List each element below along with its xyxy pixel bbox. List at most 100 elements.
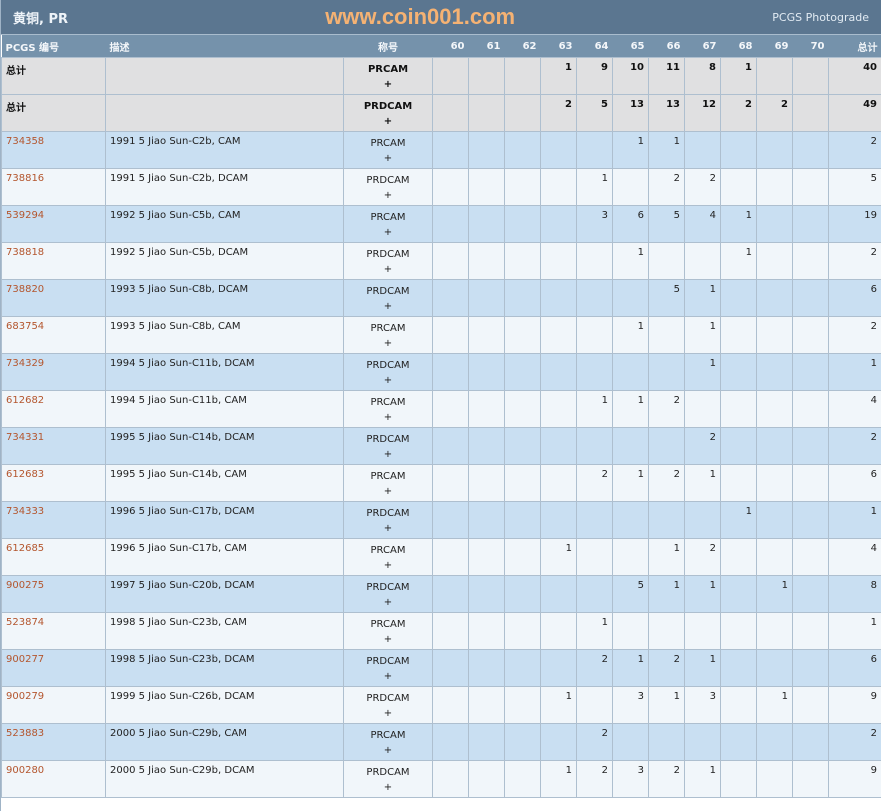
col-designation[interactable]: 称号 <box>343 35 433 58</box>
pcgs-number-link[interactable]: 734358 <box>6 136 45 147</box>
pcgs-number-link[interactable]: 523883 <box>6 728 45 739</box>
grade-count-66[interactable]: 2 <box>648 649 685 687</box>
grade-count-65[interactable]: 10 <box>612 57 649 95</box>
pcgs-number-cell[interactable]: 734333 <box>1 501 106 539</box>
grade-count-63[interactable]: 1 <box>540 57 577 95</box>
pcgs-number-cell[interactable]: 612682 <box>1 390 106 428</box>
col-grade-66[interactable]: 66 <box>648 35 685 58</box>
pcgs-number-cell[interactable]: 734329 <box>1 353 106 391</box>
grade-count-65[interactable]: 1 <box>612 390 649 428</box>
pcgs-number-link[interactable]: 523874 <box>6 617 45 628</box>
grade-count-67[interactable]: 8 <box>684 57 721 95</box>
grade-count-63[interactable]: 2 <box>540 94 577 132</box>
grade-count-67[interactable]: 4 <box>684 205 721 243</box>
col-grade-67[interactable]: 67 <box>684 35 721 58</box>
grade-count-67[interactable]: 1 <box>684 316 721 354</box>
pcgs-number-link[interactable]: 612683 <box>6 469 45 480</box>
grade-count-69[interactable]: 1 <box>756 686 793 724</box>
grade-count-65[interactable]: 1 <box>612 649 649 687</box>
pcgs-number-cell[interactable]: 539294 <box>1 205 106 243</box>
grade-count-68[interactable]: 2 <box>720 94 757 132</box>
grade-count-65[interactable]: 1 <box>612 242 649 280</box>
pcgs-number-link[interactable]: 612682 <box>6 395 45 406</box>
grade-count-67[interactable]: 1 <box>684 649 721 687</box>
pcgs-number-link[interactable]: 900280 <box>6 765 45 776</box>
grade-count-68[interactable]: 1 <box>720 501 757 539</box>
grade-count-66[interactable]: 2 <box>648 390 685 428</box>
pcgs-number-link[interactable]: 734331 <box>6 432 45 443</box>
grade-count-64[interactable]: 1 <box>576 612 613 650</box>
col-grade-64[interactable]: 64 <box>576 35 613 58</box>
pcgs-number-link[interactable]: 738820 <box>6 284 45 295</box>
grade-count-64[interactable]: 3 <box>576 205 613 243</box>
pcgs-number-link[interactable]: 900275 <box>6 580 45 591</box>
pcgs-number-link[interactable]: 734329 <box>6 358 45 369</box>
grade-count-65[interactable]: 5 <box>612 575 649 613</box>
pcgs-number-link[interactable]: 900279 <box>6 691 45 702</box>
grade-count-64[interactable]: 1 <box>576 168 613 206</box>
pcgs-number-link[interactable]: 738816 <box>6 173 45 184</box>
grade-count-63[interactable]: 1 <box>540 538 577 576</box>
grade-count-63[interactable]: 1 <box>540 686 577 724</box>
pcgs-number-cell[interactable]: 900279 <box>1 686 106 724</box>
col-grade-65[interactable]: 65 <box>612 35 649 58</box>
pcgs-number-cell[interactable]: 612685 <box>1 538 106 576</box>
pcgs-number-link[interactable]: 612685 <box>6 543 45 554</box>
pcgs-number-cell[interactable]: 738820 <box>1 279 106 317</box>
grade-count-67[interactable]: 1 <box>684 760 721 798</box>
grade-count-64[interactable]: 2 <box>576 649 613 687</box>
pcgs-number-cell[interactable]: 523874 <box>1 612 106 650</box>
pcgs-number-cell[interactable]: 683754 <box>1 316 106 354</box>
grade-count-67[interactable]: 2 <box>684 538 721 576</box>
grade-count-65[interactable]: 1 <box>612 131 649 169</box>
col-grade-70[interactable]: 70 <box>792 35 829 58</box>
col-total[interactable]: 总计 <box>828 35 881 58</box>
pcgs-number-cell[interactable]: 738816 <box>1 168 106 206</box>
grade-count-65[interactable]: 6 <box>612 205 649 243</box>
grade-count-65[interactable]: 3 <box>612 760 649 798</box>
grade-count-67[interactable]: 1 <box>684 279 721 317</box>
grade-count-64[interactable]: 5 <box>576 94 613 132</box>
grade-count-68[interactable]: 1 <box>720 242 757 280</box>
grade-count-66[interactable]: 13 <box>648 94 685 132</box>
grade-count-65[interactable]: 13 <box>612 94 649 132</box>
pcgs-number-cell[interactable]: 900277 <box>1 649 106 687</box>
grade-count-66[interactable]: 2 <box>648 760 685 798</box>
grade-count-63[interactable]: 1 <box>540 760 577 798</box>
grade-count-68[interactable]: 1 <box>720 57 757 95</box>
grade-count-67[interactable]: 2 <box>684 168 721 206</box>
col-grade-63[interactable]: 63 <box>540 35 577 58</box>
grade-count-65[interactable]: 1 <box>612 464 649 502</box>
grade-count-64[interactable]: 2 <box>576 723 613 761</box>
pcgs-number-cell[interactable]: 612683 <box>1 464 106 502</box>
grade-count-67[interactable]: 1 <box>684 353 721 391</box>
pcgs-number-cell[interactable]: 738818 <box>1 242 106 280</box>
pcgs-number-cell[interactable]: 734331 <box>1 427 106 465</box>
grade-count-66[interactable]: 11 <box>648 57 685 95</box>
pcgs-number-cell[interactable]: 734358 <box>1 131 106 169</box>
col-grade-69[interactable]: 69 <box>756 35 793 58</box>
grade-count-65[interactable]: 1 <box>612 316 649 354</box>
grade-count-66[interactable]: 2 <box>648 464 685 502</box>
pcgs-number-cell[interactable]: 900280 <box>1 760 106 798</box>
col-grade-68[interactable]: 68 <box>720 35 757 58</box>
col-desc[interactable]: 描述 <box>105 35 344 58</box>
grade-count-66[interactable]: 5 <box>648 205 685 243</box>
grade-count-64[interactable]: 2 <box>576 760 613 798</box>
grade-count-66[interactable]: 1 <box>648 575 685 613</box>
grade-count-66[interactable]: 1 <box>648 686 685 724</box>
pcgs-number-link[interactable]: 539294 <box>6 210 45 221</box>
grade-count-66[interactable]: 1 <box>648 131 685 169</box>
grade-count-68[interactable]: 1 <box>720 205 757 243</box>
grade-count-67[interactable]: 3 <box>684 686 721 724</box>
grade-count-67[interactable]: 12 <box>684 94 721 132</box>
pcgs-number-link[interactable]: 900277 <box>6 654 45 665</box>
pcgs-number-cell[interactable]: 900275 <box>1 575 106 613</box>
pcgs-number-link[interactable]: 683754 <box>6 321 45 332</box>
grade-count-69[interactable]: 2 <box>756 94 793 132</box>
grade-count-66[interactable]: 2 <box>648 168 685 206</box>
grade-count-69[interactable]: 1 <box>756 575 793 613</box>
grade-count-66[interactable]: 1 <box>648 538 685 576</box>
pcgs-number-cell[interactable]: 523883 <box>1 723 106 761</box>
grade-count-67[interactable]: 1 <box>684 464 721 502</box>
